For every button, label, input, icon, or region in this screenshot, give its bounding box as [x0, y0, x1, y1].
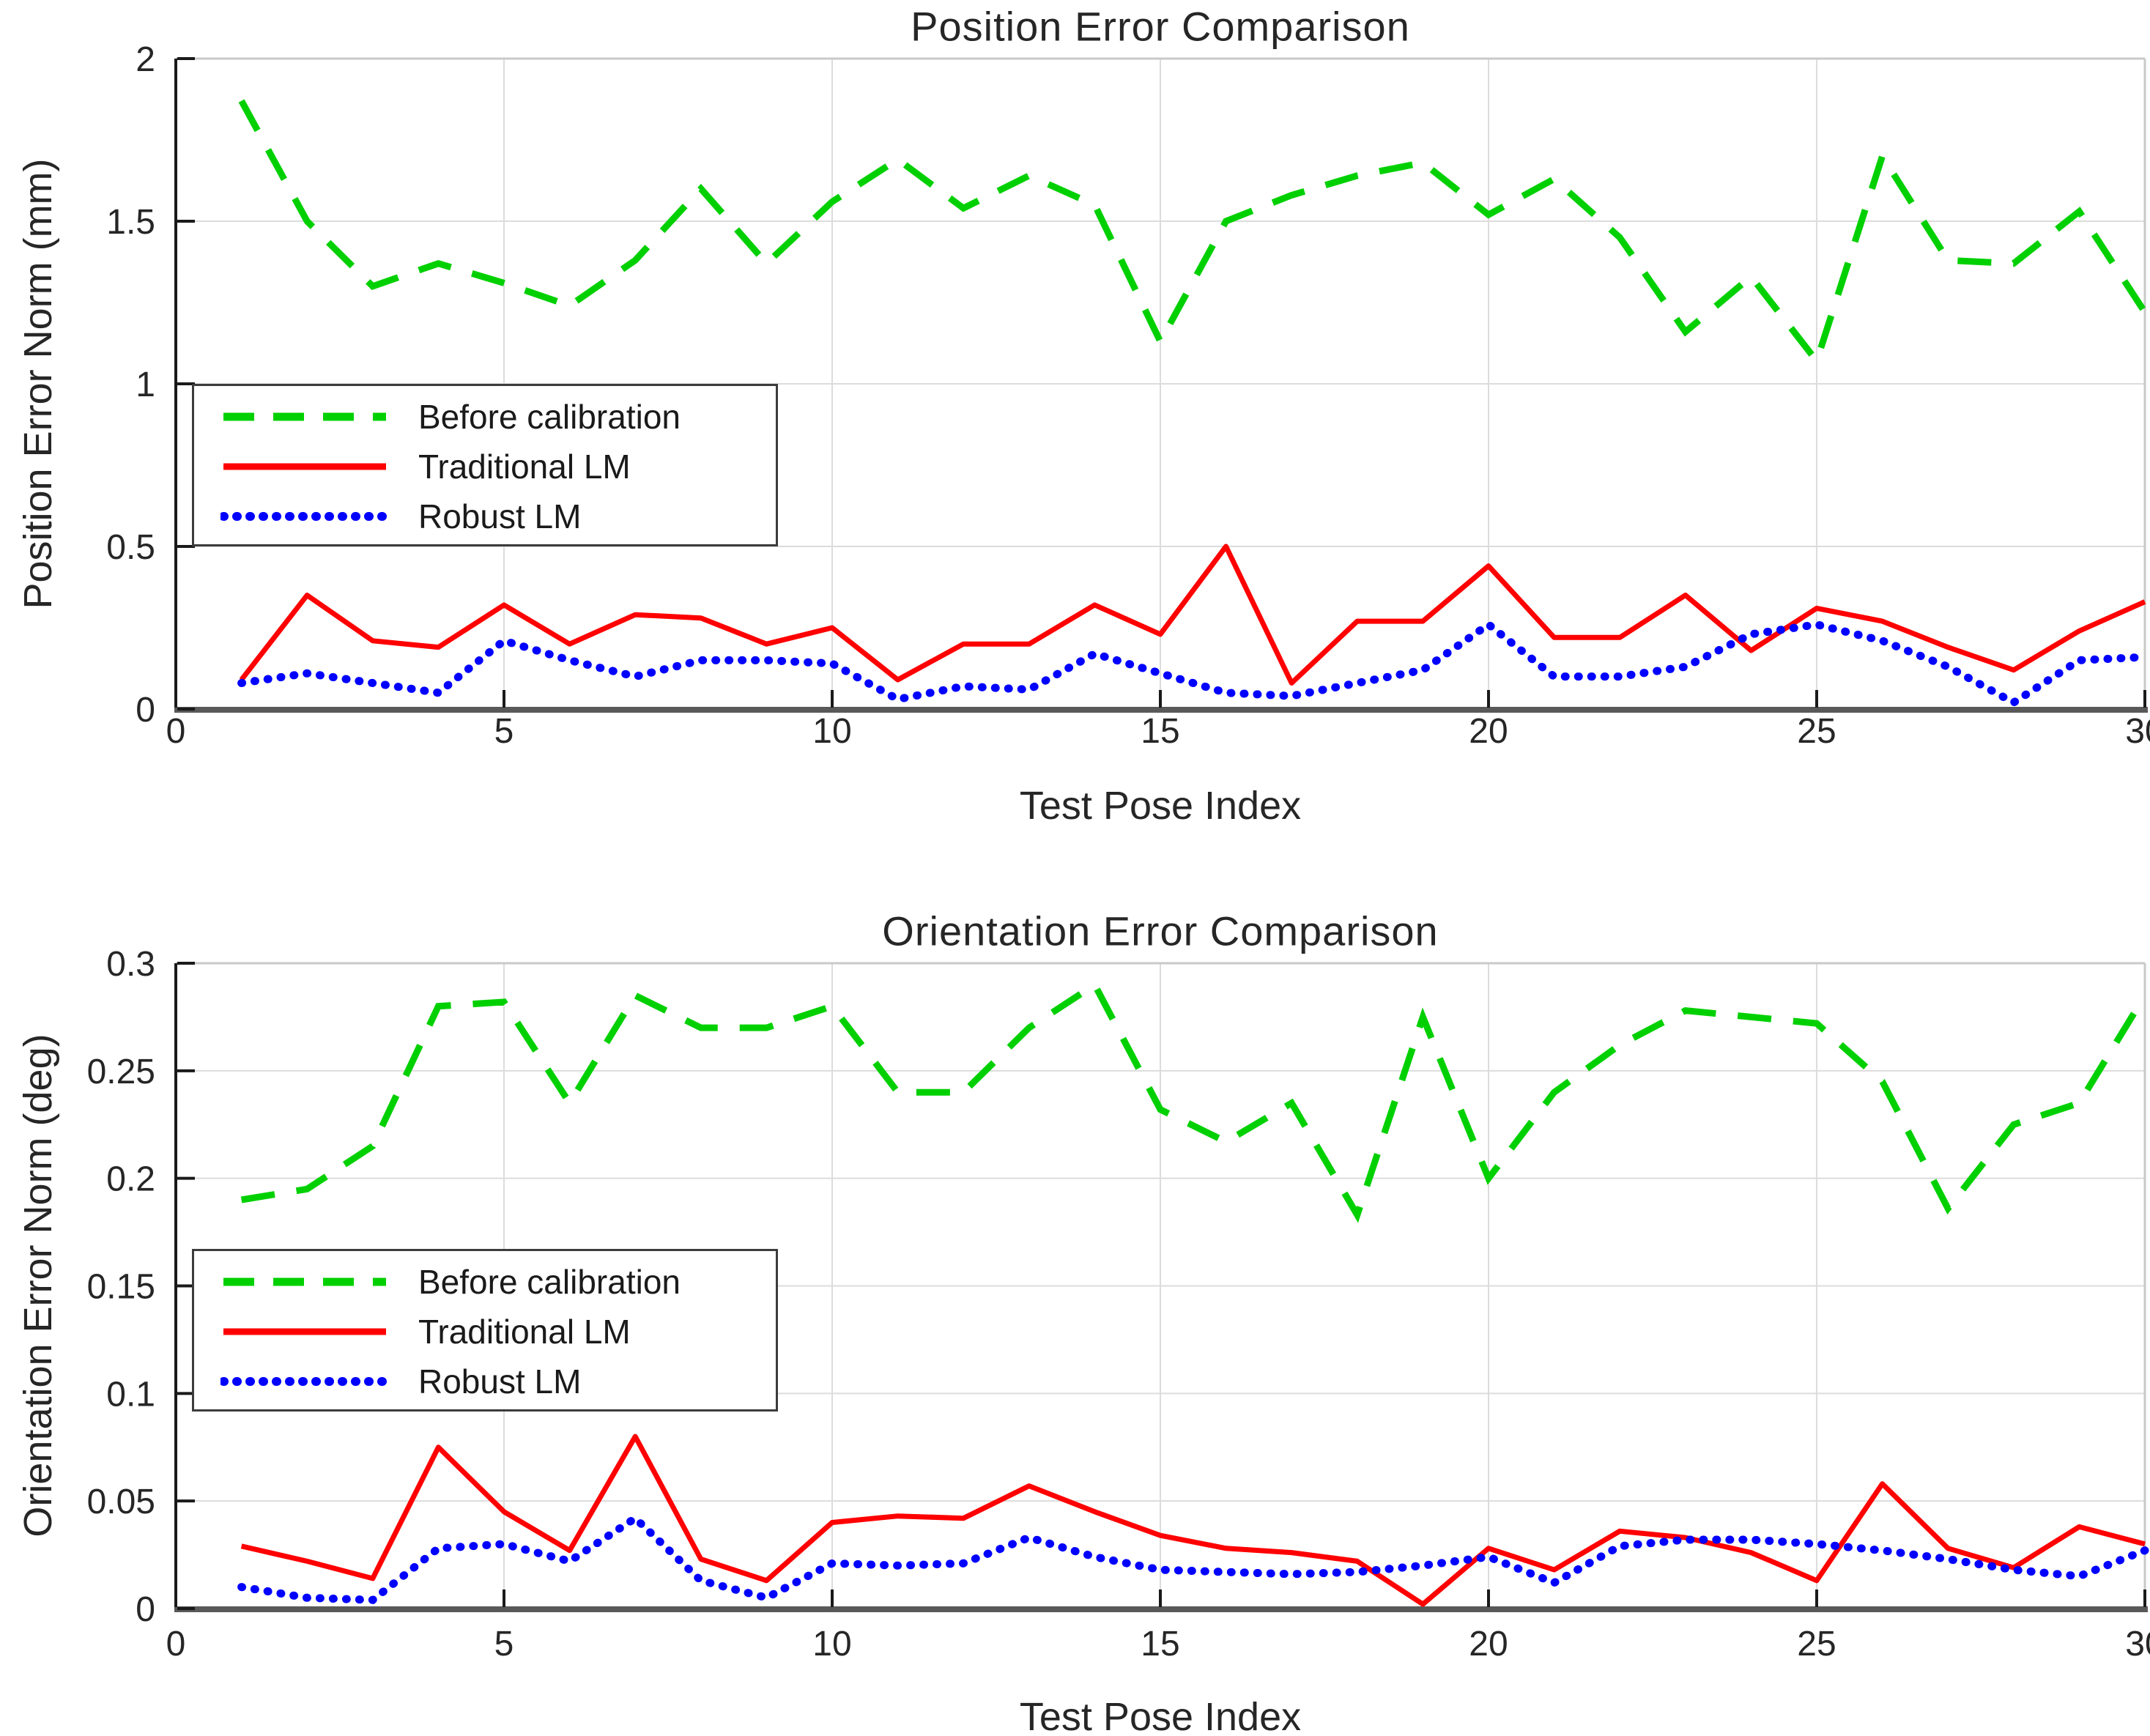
series-before_calibration-chart0 — [238, 99, 2148, 368]
y-tick-label: 0.15 — [87, 1268, 155, 1307]
x-tick-label: 0 — [166, 1625, 186, 1663]
y-tick-label: 0.1 — [106, 1375, 155, 1414]
x-tick-label: 25 — [1797, 712, 1836, 751]
y-tick-label: 0.3 — [106, 945, 155, 984]
orientation-chart-title: Orientation Error Comparison — [882, 908, 1439, 954]
x-tick-label: 10 — [812, 712, 851, 751]
dotted-line-sample-icon — [220, 1377, 389, 1386]
legend-label: Robust LM — [418, 1362, 582, 1401]
y-tick-label: 0 — [136, 691, 155, 730]
series-traditional_lm-chart0 — [239, 544, 2146, 686]
x-tick-label: 15 — [1141, 712, 1179, 751]
x-tick-label: 0 — [166, 712, 186, 751]
legend-label: Traditional LM — [418, 448, 631, 486]
chart-1: 0 5 10 15 20 25 30 0 0.05 0.1 0.15 0.2 0.25 0.3 — [87, 945, 2150, 1663]
y-tick-label: 0 — [136, 1590, 155, 1629]
series-robust_lm-chart0 — [237, 619, 2149, 708]
position-chart-title: Position Error Comparison — [911, 3, 1410, 50]
orientation-x-axis-label: Test Pose Index — [1019, 1695, 1302, 1736]
axis-bottom-bar — [174, 1606, 2148, 1612]
y-tick-label: 0.25 — [87, 1053, 155, 1091]
solid-line-sample-icon — [223, 1328, 386, 1335]
legend-row-traditional-lm: Traditional LM — [194, 442, 776, 492]
x-tick-label: 10 — [812, 1625, 851, 1663]
y-tick-label: 1 — [136, 366, 155, 404]
y-tick-label: 0.2 — [106, 1160, 155, 1199]
position-chart-legend: Before calibration Traditional LM Robust L… — [192, 384, 778, 546]
axis-bottom-bar — [174, 707, 2148, 713]
series-before_calibration-chart1 — [240, 979, 2148, 1223]
x-tick-label: 30 — [2125, 712, 2150, 751]
y-tick-label: 1.5 — [106, 203, 155, 242]
orientation-chart-legend: Before calibration Traditional LM Robust L… — [192, 1249, 778, 1412]
y-tick-label: 0.5 — [106, 528, 155, 567]
legend-row-before-calibration: Before calibration — [194, 1257, 776, 1307]
dashed-line-sample-icon — [223, 412, 386, 421]
x-tick-label: 25 — [1797, 1625, 1836, 1663]
legend-label: Traditional LM — [418, 1313, 631, 1351]
legend-row-before-calibration: Before calibration — [194, 392, 776, 442]
position-y-axis-label: Position Error Norm (mm) — [16, 158, 60, 609]
dotted-line-sample-icon — [220, 512, 389, 521]
y-tick-label: 2 — [136, 40, 155, 79]
legend-row-traditional-lm: Traditional LM — [194, 1307, 776, 1357]
x-tick-label: 20 — [1469, 1625, 1508, 1663]
x-tick-label: 5 — [494, 1625, 514, 1663]
orientation-y-axis-label: Orientation Error Norm (deg) — [16, 1034, 60, 1537]
x-tick-label: 5 — [494, 712, 514, 751]
position-x-axis-label: Test Pose Index — [1019, 784, 1302, 828]
solid-line-sample-icon — [223, 463, 386, 470]
dashed-line-sample-icon — [223, 1277, 386, 1286]
x-tick-label: 15 — [1141, 1625, 1179, 1663]
legend-row-robust-lm: Robust LM — [194, 492, 776, 541]
series-traditional_lm-chart1 — [240, 1433, 2146, 1607]
x-tick-label: 20 — [1469, 712, 1508, 751]
x-tick-label: 30 — [2125, 1625, 2150, 1663]
chart-0: 0 5 10 15 20 25 30 0 0.5 1 1.5 2 — [106, 40, 2150, 751]
legend-label: Before calibration — [418, 1263, 681, 1301]
legend-label: Robust LM — [418, 497, 582, 535]
legend-row-robust-lm: Robust LM — [194, 1357, 776, 1406]
y-tick-label: 0.05 — [87, 1483, 155, 1521]
series-robust_lm-chart1 — [237, 1513, 2149, 1604]
legend-label: Before calibration — [418, 398, 681, 436]
